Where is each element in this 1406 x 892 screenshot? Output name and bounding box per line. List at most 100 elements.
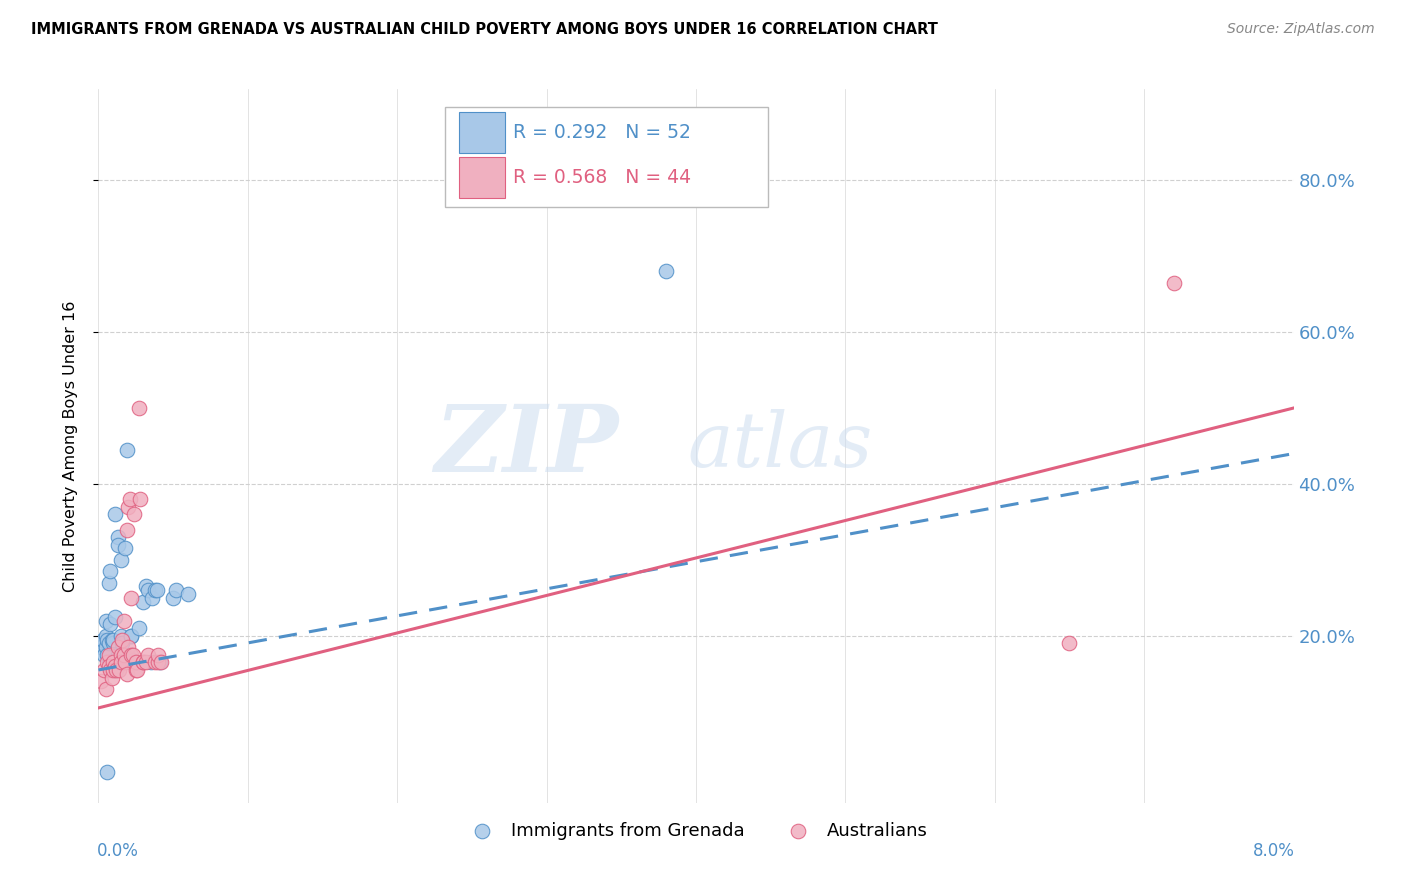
Point	[120, 591, 142, 605]
Point	[120, 648, 142, 662]
Point	[110, 656, 132, 670]
Point	[104, 609, 127, 624]
Text: 0.0%: 0.0%	[97, 842, 139, 860]
Point	[114, 656, 136, 670]
Point	[121, 648, 143, 662]
Point	[90, 640, 112, 655]
Point	[141, 591, 163, 605]
Point	[98, 617, 122, 632]
Point	[135, 579, 157, 593]
Point	[143, 583, 166, 598]
Point	[98, 656, 122, 670]
Point	[103, 663, 125, 677]
Point	[103, 632, 125, 647]
Point	[162, 591, 184, 605]
Point	[94, 629, 117, 643]
Point	[94, 640, 117, 655]
Point	[129, 492, 152, 507]
Point	[143, 656, 166, 670]
Point	[96, 648, 118, 662]
Point	[101, 671, 124, 685]
Point	[136, 648, 159, 662]
Point	[94, 681, 117, 696]
Point	[108, 663, 131, 677]
Point	[150, 656, 173, 670]
Point	[107, 648, 129, 662]
Point	[101, 632, 124, 647]
Point	[132, 656, 155, 670]
Point	[1059, 636, 1081, 650]
Point	[107, 530, 129, 544]
Point	[107, 538, 129, 552]
Point	[104, 508, 127, 522]
Text: 8.0%: 8.0%	[1253, 842, 1295, 860]
Point	[97, 636, 120, 650]
Point	[124, 508, 146, 522]
Text: atlas: atlas	[688, 409, 872, 483]
Legend: Immigrants from Grenada, Australians: Immigrants from Grenada, Australians	[457, 815, 935, 847]
Point	[115, 442, 138, 457]
Point	[118, 651, 141, 665]
Point	[139, 656, 162, 670]
Point	[111, 636, 134, 650]
Point	[1163, 276, 1185, 290]
Point	[136, 583, 159, 598]
Point	[97, 659, 120, 673]
Point	[97, 648, 120, 662]
Point	[145, 583, 167, 598]
Point	[103, 656, 125, 670]
Point	[96, 656, 118, 670]
Point	[117, 500, 139, 514]
Point	[111, 651, 134, 665]
Point	[93, 648, 115, 662]
Point	[125, 656, 148, 670]
Point	[104, 663, 127, 677]
Point	[96, 632, 118, 647]
Point	[115, 666, 138, 681]
Point	[103, 636, 125, 650]
Point	[148, 656, 170, 670]
Point	[112, 614, 135, 628]
Point	[110, 629, 132, 643]
Point	[128, 401, 150, 415]
Text: IMMIGRANTS FROM GRENADA VS AUSTRALIAN CHILD POVERTY AMONG BOYS UNDER 16 CORRELAT: IMMIGRANTS FROM GRENADA VS AUSTRALIAN CH…	[31, 22, 938, 37]
Text: Source: ZipAtlas.com: Source: ZipAtlas.com	[1227, 22, 1375, 37]
Point	[93, 663, 115, 677]
Point	[124, 656, 146, 670]
Text: R = 0.568   N = 44: R = 0.568 N = 44	[513, 169, 692, 187]
Point	[118, 492, 141, 507]
Point	[91, 632, 114, 647]
FancyBboxPatch shape	[460, 112, 505, 153]
Y-axis label: Child Poverty Among Boys Under 16: Child Poverty Among Boys Under 16	[63, 301, 77, 591]
Point	[115, 523, 138, 537]
Point	[120, 629, 142, 643]
Point	[655, 264, 678, 278]
Point	[97, 575, 120, 590]
Point	[114, 541, 136, 556]
Point	[135, 656, 157, 670]
Point	[108, 656, 131, 670]
Point	[125, 663, 148, 677]
Point	[114, 656, 136, 670]
Point	[117, 640, 139, 655]
Point	[110, 648, 132, 662]
Point	[128, 621, 150, 635]
FancyBboxPatch shape	[460, 157, 505, 198]
Point	[177, 587, 200, 601]
Point	[107, 640, 129, 655]
Point	[105, 656, 128, 670]
Point	[96, 765, 118, 780]
Point	[105, 663, 128, 677]
Text: R = 0.292   N = 52: R = 0.292 N = 52	[513, 123, 690, 142]
Point	[98, 663, 122, 677]
Point	[104, 659, 127, 673]
Point	[148, 648, 170, 662]
Point	[105, 663, 128, 677]
Point	[110, 553, 132, 567]
Point	[149, 656, 172, 670]
Point	[94, 614, 117, 628]
Point	[90, 674, 112, 689]
Point	[111, 632, 134, 647]
Point	[125, 656, 148, 670]
Point	[120, 629, 142, 643]
